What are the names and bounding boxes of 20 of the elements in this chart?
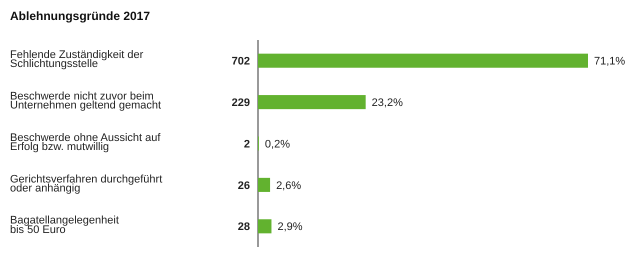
data-label: 0,2% [264,138,290,150]
data-label: 71,1% [594,56,626,68]
y-tick-label: Beschwerde nicht zuvor beim Unternehmen geltend gemacht [10,90,162,112]
y-tick-label: Beschwerde ohne Aussicht auf Erfolg bzw. mutwillig [10,132,162,153]
bar [258,54,588,68]
text: 702 [232,56,250,68]
data-label: 2,9% [277,221,303,234]
text: Ablehnungsgründe 2017 [10,9,150,23]
text: 28 [238,221,250,234]
data-label: 2,6% [276,180,302,192]
text: 229 [232,96,250,109]
text: 26 [238,180,250,192]
y-tick-label: Bagatellangelegenheit bis 50 Euro [10,214,119,236]
bar [258,95,366,110]
bar [258,178,270,192]
bar [258,219,272,234]
y-tick-label: Gerichtsverfahren durchgeführt oder anhängig [10,173,162,194]
text: 2 [244,138,250,150]
data-label: 23,2% [372,96,404,109]
y-tick-label: Fehlende Zuständigkeit der Schlichtungsstelle [10,49,144,70]
